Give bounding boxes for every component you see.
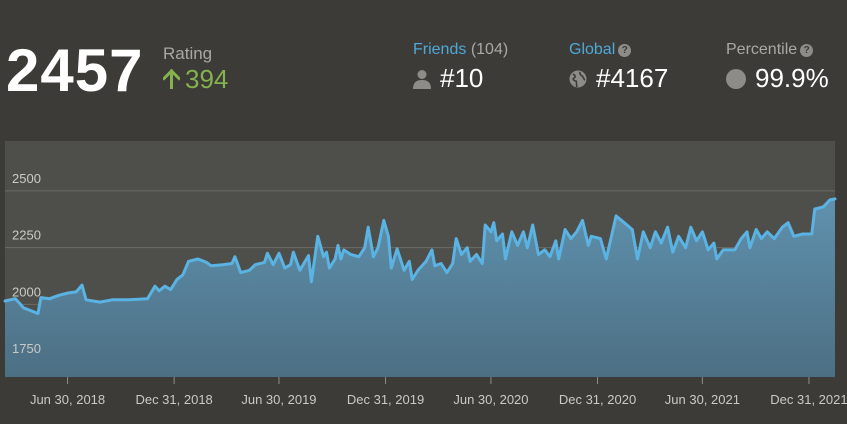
global-stat: Global? #4167 <box>569 41 668 94</box>
global-link[interactable]: Global <box>569 41 616 58</box>
y-tick-label: 1750 <box>12 341 41 356</box>
rating-value: 2457 <box>6 37 144 104</box>
percentile-circle-icon <box>726 68 746 89</box>
rating-area <box>5 198 835 377</box>
help-icon[interactable]: ? <box>800 44 814 57</box>
x-tick-label: Dec 31, 2019 <box>347 392 424 407</box>
help-icon[interactable]: ? <box>618 44 632 57</box>
x-tick-label: Dec 31, 2021 <box>770 392 847 407</box>
rating-line <box>3 197 837 315</box>
percentile-stat: Percentile? 99.9% <box>726 41 829 94</box>
rating-change: 394 <box>163 64 228 95</box>
y-tick-label: 2000 <box>12 284 41 299</box>
friends-link[interactable]: Friends <box>413 41 467 58</box>
friends-rank: #10 <box>440 63 484 93</box>
y-tick-label: 2250 <box>12 228 41 243</box>
global-rank: #4167 <box>596 63 669 93</box>
percentile-label: Percentile <box>726 41 798 58</box>
rating-label: Rating <box>163 44 213 63</box>
percentile-value: 99.9% <box>755 63 829 93</box>
x-tick-label: Dec 31, 2020 <box>559 392 636 407</box>
x-tick-label: Jun 30, 2019 <box>241 392 316 407</box>
friends-count: (104) <box>470 41 509 58</box>
globe-icon <box>569 70 587 87</box>
x-tick-label: Jun 30, 2020 <box>453 392 528 407</box>
x-tick-label: Jun 30, 2018 <box>30 392 105 407</box>
user-icon <box>413 69 431 89</box>
friends-stat: Friends (104) #10 <box>413 41 508 94</box>
arrow-up-icon <box>163 69 180 89</box>
rating-history-chart[interactable]: 1750 2000 2250 2500 Jun 30, 2018 Dec 31, 201… <box>0 135 847 424</box>
x-tick-label: Dec 31, 2018 <box>135 392 212 407</box>
x-tick-label: Jun 30, 2021 <box>665 392 740 407</box>
y-tick-label: 2500 <box>12 171 41 186</box>
rating-change-value: 394 <box>185 64 229 94</box>
